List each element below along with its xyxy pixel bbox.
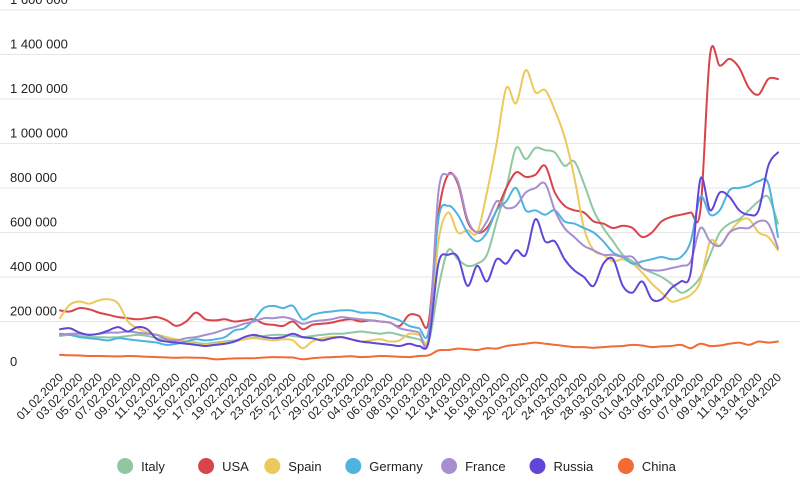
y-tick-label: 0 [10,354,17,369]
legend-item-italy[interactable]: Italy [117,458,165,474]
legend-swatch [117,458,134,474]
legend-item-spain[interactable]: Spain [264,458,322,474]
y-axis-ticks: 0 200 000 400 000 600 000 800 000 1 000 000 1 … [10,0,68,369]
legend-item-germany[interactable]: Germany [345,458,423,474]
legend-label: USA [222,459,249,474]
y-tick-label: 600 000 [10,215,57,230]
legend-label: Germany [369,459,423,474]
legend-swatch [198,458,215,474]
legend: Italy USA Spain Germany France Russia China [117,458,677,474]
legend-label: Italy [141,459,165,474]
legend-label: Spain [288,459,321,474]
series-line-spain [59,69,779,350]
y-tick-label: 800 000 [10,170,57,185]
series-lines [59,44,779,361]
y-tick-label: 1 000 000 [10,126,68,141]
series-line-russia [59,151,779,350]
x-axis-ticks: 01.02.202003.02.202005.02.202007.02.2020… [14,370,785,423]
legend-item-france[interactable]: France [441,458,506,474]
legend-label: France [465,459,505,474]
legend-label: China [642,459,677,474]
y-tick-label: 1 600 000 [10,0,68,7]
grid-lines [0,9,800,322]
y-tick-label: 400 000 [10,259,57,274]
series-line-france [59,172,779,350]
legend-swatch [617,458,634,474]
series-line-china [59,340,779,361]
legend-item-china[interactable]: China [617,458,677,474]
legend-label: Russia [554,459,595,474]
series-line-usa [59,44,779,331]
legend-item-russia[interactable]: Russia [529,458,595,474]
legend-swatch [529,458,546,474]
legend-swatch [264,458,281,474]
legend-swatch [441,458,458,474]
legend-item-usa[interactable]: USA [198,458,249,474]
y-tick-label: 1 200 000 [10,81,68,96]
legend-swatch [345,458,362,474]
y-tick-label: 1 400 000 [10,37,68,52]
y-tick-label: 200 000 [10,304,57,319]
